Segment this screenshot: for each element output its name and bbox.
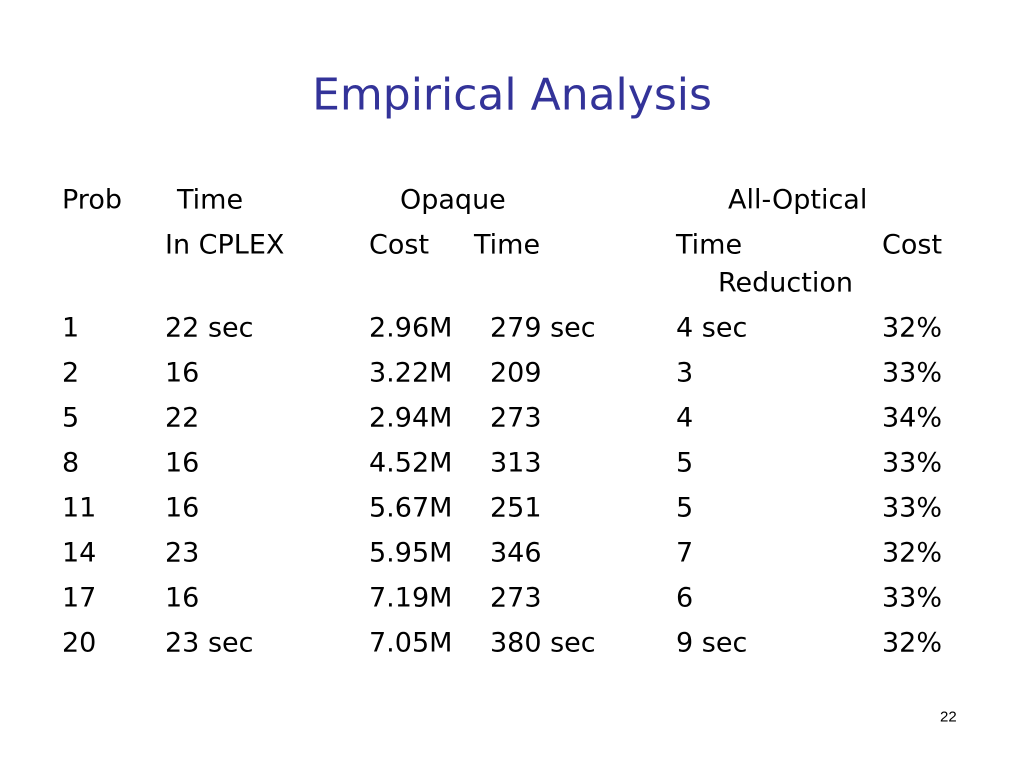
header-cell: Opaque bbox=[400, 184, 506, 216]
table-cell: 7.19M bbox=[369, 582, 453, 614]
table-cell: 5 bbox=[676, 447, 694, 479]
table-cell: 4 bbox=[676, 402, 694, 434]
table-cell: 22 bbox=[165, 402, 200, 434]
table-cell: 209 bbox=[490, 357, 542, 389]
table-cell: 33% bbox=[882, 582, 943, 614]
table-cell: 1 bbox=[62, 312, 80, 344]
table-cell: 23 sec bbox=[165, 627, 254, 659]
table-cell: 5.67M bbox=[369, 492, 453, 524]
header-cell: Prob bbox=[62, 184, 122, 216]
table-cell: 11 bbox=[62, 492, 97, 524]
table-cell: 7.05M bbox=[369, 627, 453, 659]
table-cell: 14 bbox=[62, 537, 97, 569]
table-cell: 279 sec bbox=[490, 312, 596, 344]
table-cell: 20 bbox=[62, 627, 97, 659]
table-cell: 313 bbox=[490, 447, 542, 479]
header-cell: Time bbox=[177, 184, 244, 216]
table-cell: 33% bbox=[882, 357, 943, 389]
header-cell: In CPLEX bbox=[165, 229, 285, 261]
table-cell: 32% bbox=[882, 537, 943, 569]
table-cell: 16 bbox=[165, 492, 200, 524]
table-cell: 16 bbox=[165, 357, 200, 389]
table-cell: 7 bbox=[676, 537, 694, 569]
table-cell: 5.95M bbox=[369, 537, 453, 569]
table-cell: 34% bbox=[882, 402, 943, 434]
table-cell: 5 bbox=[62, 402, 80, 434]
header-cell: Time bbox=[676, 229, 743, 261]
table-cell: 273 bbox=[490, 582, 542, 614]
table-cell: 2 bbox=[62, 357, 80, 389]
table-cell: 273 bbox=[490, 402, 542, 434]
table-cell: 9 sec bbox=[676, 627, 748, 659]
page-number: 22 bbox=[940, 708, 957, 726]
table-cell: 16 bbox=[165, 447, 200, 479]
table-cell: 32% bbox=[882, 627, 943, 659]
table-cell: 17 bbox=[62, 582, 97, 614]
table-cell: 33% bbox=[882, 447, 943, 479]
table-cell: 3 bbox=[676, 357, 694, 389]
header-cell: Cost bbox=[882, 229, 943, 261]
header-cell: Cost bbox=[369, 229, 430, 261]
table-cell: 4.52M bbox=[369, 447, 453, 479]
table-cell: 5 bbox=[676, 492, 694, 524]
table-cell: 32% bbox=[882, 312, 943, 344]
table-cell: 23 bbox=[165, 537, 200, 569]
table-cell: 33% bbox=[882, 492, 943, 524]
table-cell: 2.96M bbox=[369, 312, 453, 344]
slide-title: Empirical Analysis bbox=[312, 69, 712, 121]
header-cell: Time bbox=[474, 229, 541, 261]
table-cell: 16 bbox=[165, 582, 200, 614]
table-cell: 2.94M bbox=[369, 402, 453, 434]
table-cell: 3.22M bbox=[369, 357, 453, 389]
header-cell: All-Optical bbox=[728, 184, 868, 216]
header-cell: Reduction bbox=[718, 267, 853, 299]
table-cell: 346 bbox=[490, 537, 542, 569]
table-cell: 6 bbox=[676, 582, 694, 614]
table-cell: 251 bbox=[490, 492, 542, 524]
table-cell: 380 sec bbox=[490, 627, 596, 659]
table-cell: 8 bbox=[62, 447, 80, 479]
table-cell: 22 sec bbox=[165, 312, 254, 344]
table-cell: 4 sec bbox=[676, 312, 748, 344]
